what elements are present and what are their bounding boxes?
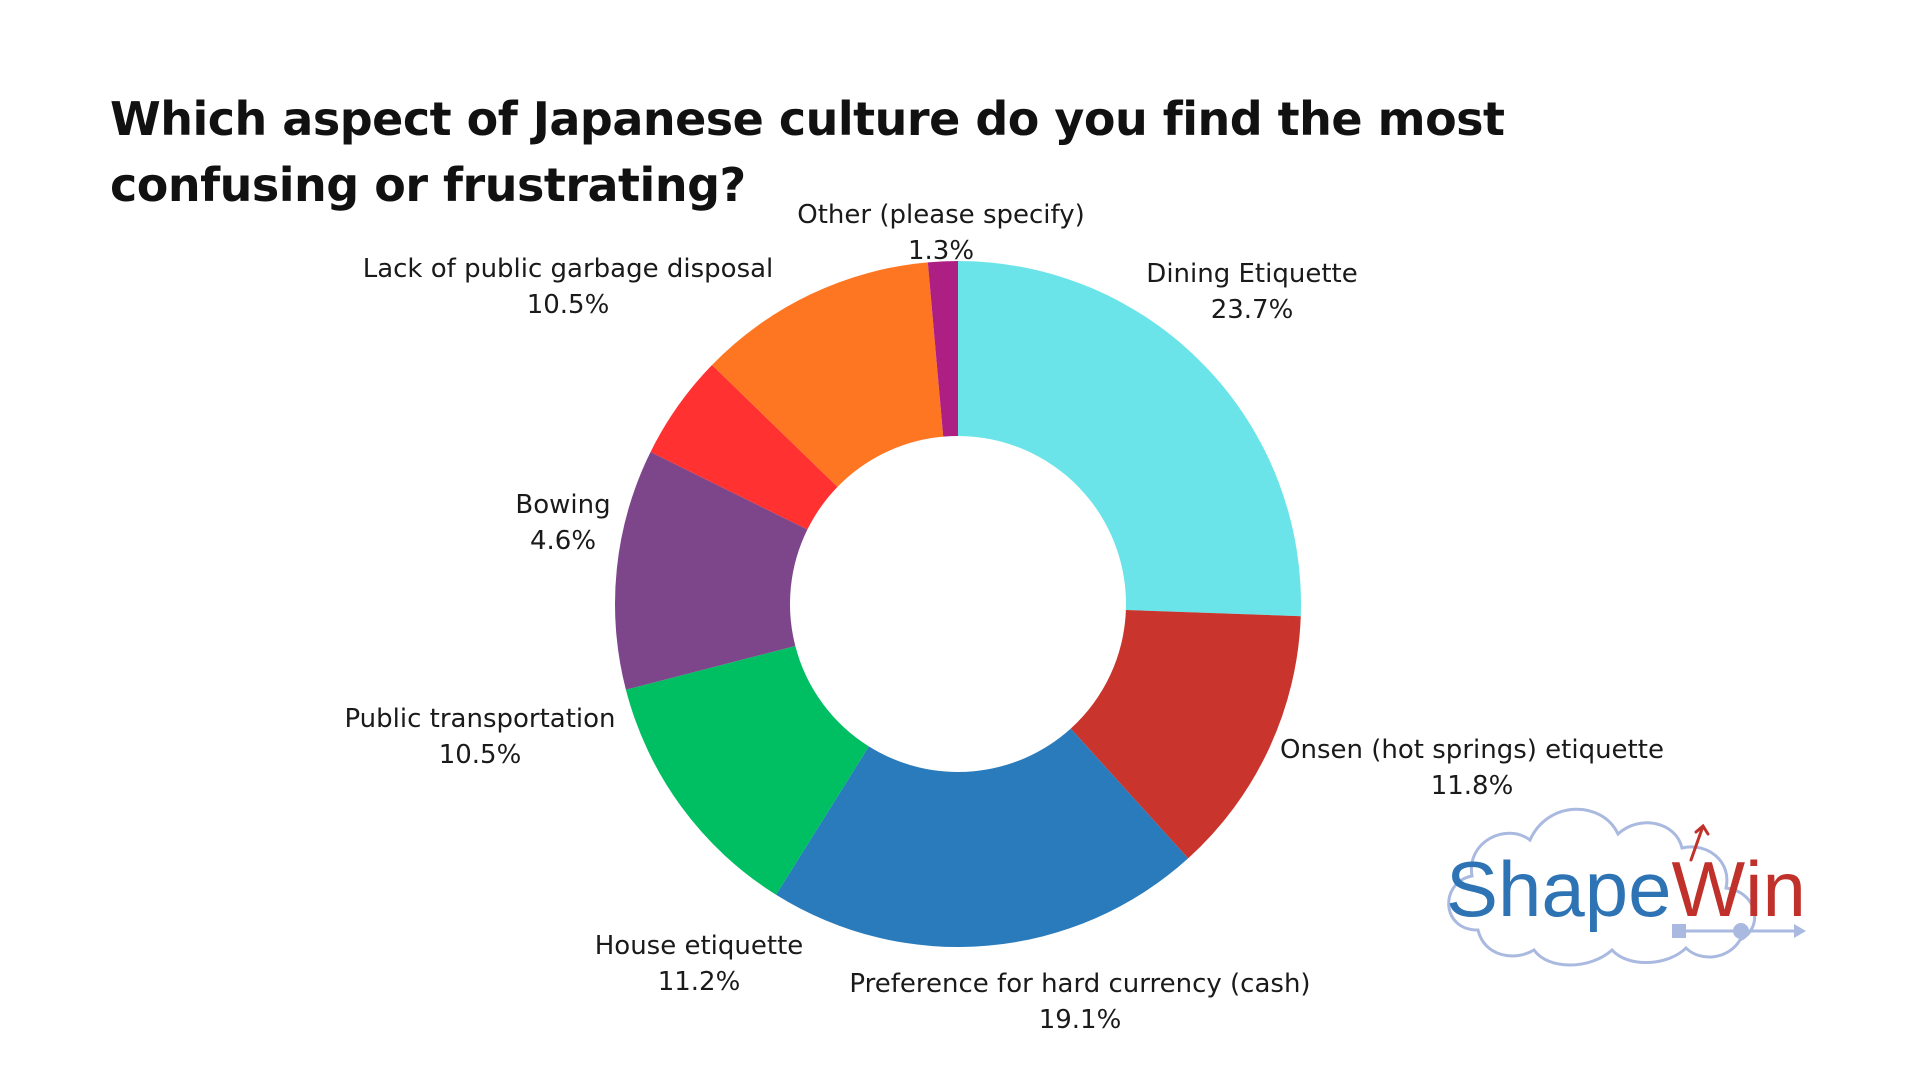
donut-slice	[625, 645, 869, 895]
slice-category-label: Bowing	[515, 490, 610, 520]
chart-title: Which aspect of Japanese culture do you …	[110, 92, 1505, 212]
donut-slice	[776, 728, 1189, 947]
slice-value-label: 23.7%	[1211, 295, 1294, 325]
slice-value-label: 4.6%	[530, 526, 596, 556]
donut-slice	[650, 364, 838, 530]
logo-dot-icon	[1733, 923, 1749, 939]
donut-slice	[711, 262, 944, 487]
slice-category-label: Onsen (hot springs) etiquette	[1280, 735, 1664, 765]
slice-value-label: 11.8%	[1431, 771, 1514, 801]
slice-category-label: Dining Etiquette	[1146, 259, 1357, 289]
logo-square-icon	[1672, 924, 1686, 938]
slice-labels: Dining Etiquette 23.7% Onsen (hot springs)…	[344, 200, 1664, 1035]
donut-slices	[615, 261, 1301, 947]
donut-slice	[927, 261, 958, 437]
slice-value-label: 10.5%	[439, 740, 522, 770]
logo-arrowhead-icon	[1794, 924, 1806, 938]
slice-value-label: 1.3%	[908, 236, 974, 266]
slice-category-label: Lack of public garbage disposal	[363, 254, 774, 284]
logo-wordmark: ShapeWin	[1446, 845, 1806, 933]
slice-value-label: 10.5%	[527, 290, 610, 320]
donut-slice	[615, 451, 808, 690]
slice-category-label: Other (please specify)	[797, 200, 1085, 230]
slice-value-label: 19.1%	[1039, 1005, 1122, 1035]
shapewin-logo: ShapeWin	[1446, 807, 1806, 967]
logo-part-shape: Shape	[1446, 845, 1672, 933]
donut-slice	[958, 261, 1301, 617]
logo-part-win: Win	[1672, 845, 1806, 933]
slice-value-label: 11.2%	[658, 967, 741, 997]
slice-category-label: House etiquette	[595, 931, 804, 961]
slice-category-label: Public transportation	[344, 704, 615, 734]
donut-slice	[1070, 609, 1301, 859]
logo-arrow-icon	[1689, 823, 1710, 862]
slice-category-label: Preference for hard currency (cash)	[849, 969, 1310, 999]
